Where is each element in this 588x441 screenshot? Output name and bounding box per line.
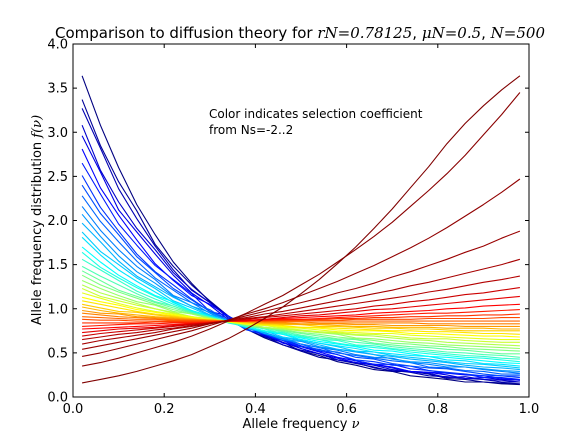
- series-line-28: [81, 306, 520, 330]
- chart-title-sep2: ,: [481, 24, 491, 42]
- series-line-43: [81, 75, 521, 384]
- x-tick-label: 0.2: [154, 402, 175, 417]
- series-line-4: [81, 135, 520, 381]
- series-line-30: [82, 312, 520, 325]
- series-line-16: [81, 251, 520, 363]
- series-line-35: [82, 303, 520, 330]
- chart-title-n: N=500: [490, 24, 546, 42]
- y-tick-label: 4.0: [47, 38, 68, 53]
- x-axis-label-text: Allele frequency: [242, 417, 351, 432]
- annotation-line-2: from Ns=-2..2: [209, 123, 293, 137]
- y-axis-label-symbol: f(ν): [30, 115, 45, 139]
- series-line-11: [81, 213, 520, 372]
- chart-title-rn: rN=0.78125: [317, 24, 412, 42]
- series-line-36: [82, 295, 520, 334]
- series-line-20: [81, 274, 520, 352]
- chart-title-sep1: ,: [412, 24, 422, 42]
- series-line-26: [81, 300, 520, 335]
- series-line-31: [82, 316, 520, 322]
- series-line-17: [81, 258, 520, 360]
- series-line-1: [81, 99, 520, 385]
- y-tick-label: 3.5: [47, 82, 68, 97]
- y-tick-label: 2.0: [47, 214, 68, 229]
- x-axis-label-symbol: ν: [352, 417, 360, 432]
- chart-title: Comparison to diffusion theory for rN=0.…: [55, 24, 545, 42]
- series-layer: [81, 75, 521, 386]
- x-axis-label: Allele frequency ν: [242, 417, 359, 432]
- series-line-7: [81, 175, 520, 379]
- series-line-42: [81, 92, 521, 367]
- series-line-29: [82, 309, 520, 327]
- chart-title-mun: μN=0.5: [422, 24, 481, 42]
- series-line-37: [82, 287, 520, 337]
- ticks-layer: 0.0 0.2 0.4 0.6 0.8 1.0 0.0 0.5 1.0 1.5 2.0 2.5 3.0 3…: [47, 38, 539, 418]
- y-tick-label: 2.5: [47, 170, 68, 185]
- chart-title-prefix: Comparison to diffusion theory for: [55, 24, 317, 42]
- series-line-34: [82, 309, 520, 327]
- series-line-32: [82, 317, 520, 322]
- series-line-19: [81, 270, 520, 355]
- series-line-41: [81, 178, 521, 357]
- series-line-15: [81, 246, 520, 365]
- x-tick-label: 0.8: [427, 402, 448, 417]
- series-line-40: [81, 230, 521, 350]
- x-tick-label: 1.0: [519, 402, 540, 417]
- series-line-2: [81, 108, 520, 383]
- series-line-14: [81, 236, 520, 367]
- series-line-12: [81, 222, 520, 371]
- y-tick-label: 1.5: [47, 258, 68, 273]
- series-line-38: [82, 275, 521, 341]
- y-axis-label-text: Allele frequency distribution: [30, 138, 45, 325]
- y-tick-label: 3.0: [47, 126, 68, 141]
- x-tick-label: 0.0: [63, 402, 84, 417]
- x-tick-label: 0.6: [336, 402, 357, 417]
- series-line-6: [81, 162, 520, 380]
- series-line-24: [81, 292, 520, 341]
- y-tick-label: 0.5: [47, 346, 68, 361]
- annotation-line-1: Color indicates selection coefficient: [209, 107, 423, 121]
- y-axis-label: Allele frequency distribution f(ν): [30, 115, 45, 325]
- x-tick-label: 0.4: [245, 402, 266, 417]
- y-tick-label: 1.0: [47, 302, 68, 317]
- series-line-18: [81, 265, 520, 358]
- y-tick-label: 0.0: [47, 391, 68, 406]
- series-line-10: [81, 206, 520, 374]
- series-line-23: [81, 287, 520, 343]
- series-line-39: [81, 258, 521, 345]
